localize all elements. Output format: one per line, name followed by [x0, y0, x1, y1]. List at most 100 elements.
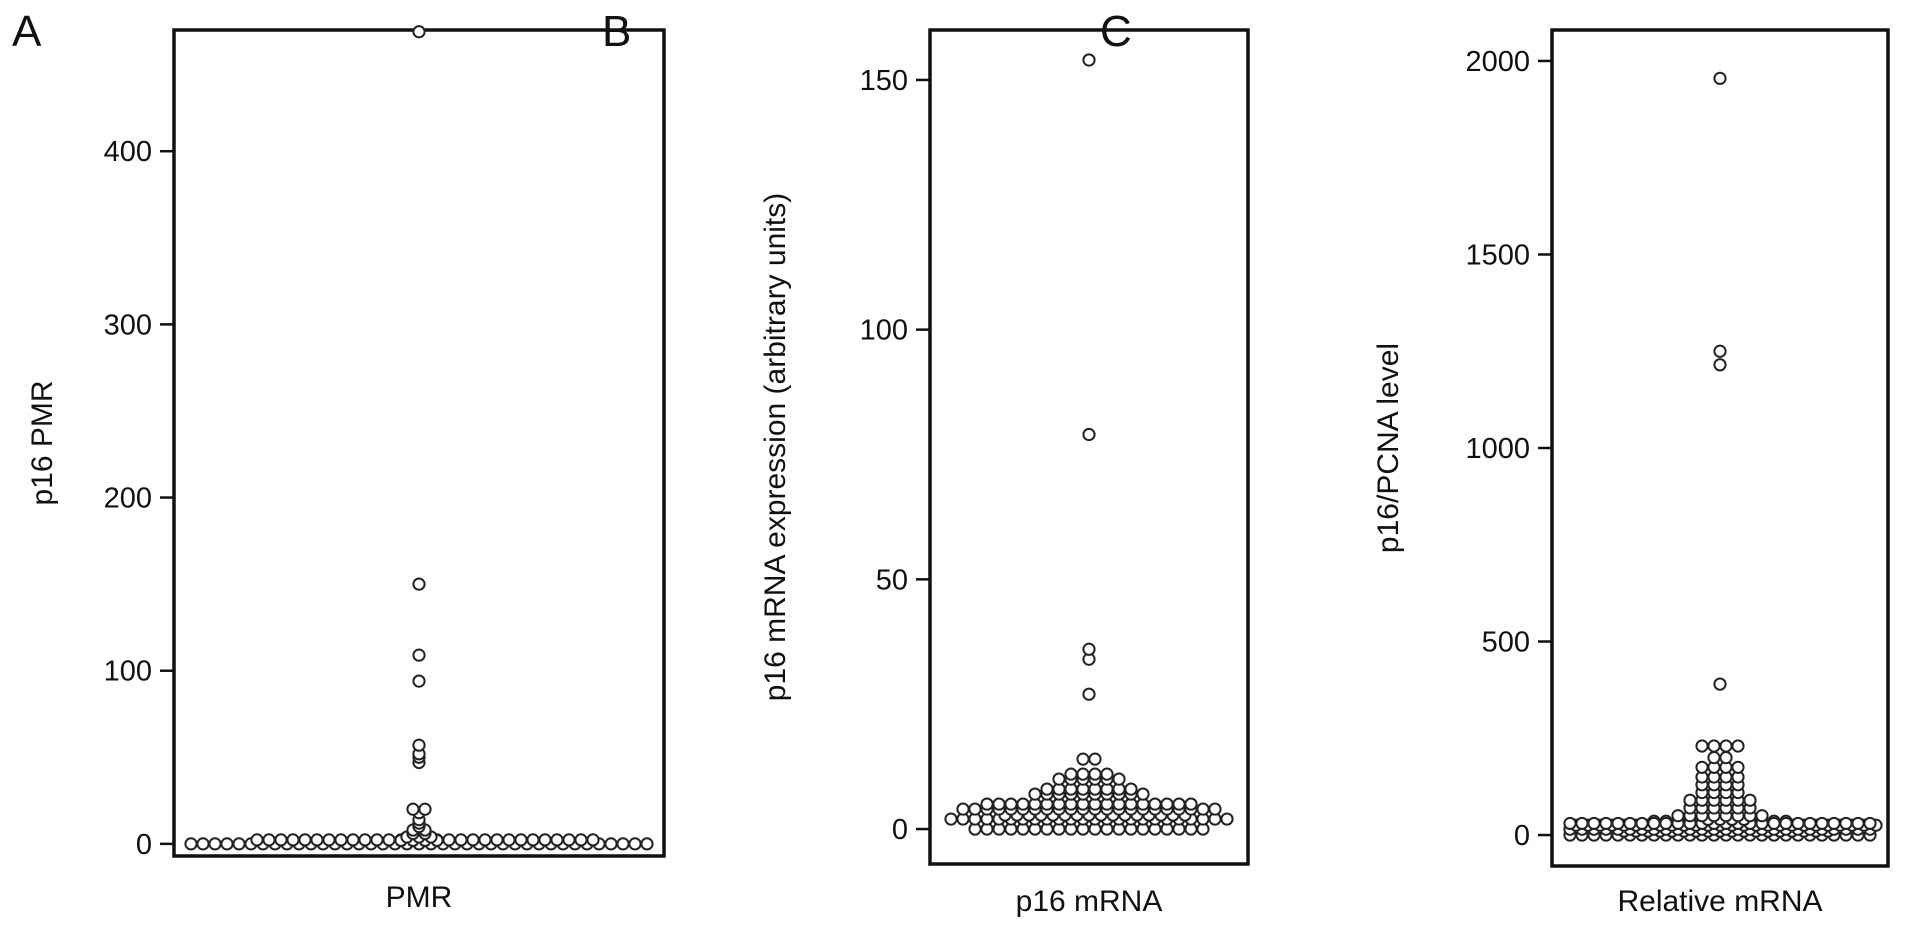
data-point	[262, 833, 276, 847]
data-point	[1713, 344, 1727, 358]
y-tick-label: 50	[876, 564, 908, 596]
data-point	[370, 833, 384, 847]
x-axis-label: PMR	[386, 881, 453, 914]
data-point	[1088, 752, 1102, 766]
plot-frame	[172, 28, 666, 858]
data-point	[1695, 739, 1709, 753]
data-point	[454, 833, 468, 847]
data-point	[232, 837, 246, 851]
data-point	[1707, 751, 1721, 765]
data-point	[956, 802, 970, 816]
data-point	[412, 577, 426, 591]
data-point	[1028, 787, 1042, 801]
data-point	[1124, 782, 1138, 796]
data-point	[1076, 752, 1090, 766]
data-point	[574, 833, 588, 847]
data-point	[1575, 816, 1589, 831]
data-point	[1719, 739, 1733, 753]
data-point	[1064, 767, 1078, 781]
data-point	[220, 837, 234, 851]
y-tick-label: 0	[892, 814, 908, 846]
data-point	[1172, 797, 1186, 811]
data-point	[1707, 739, 1721, 753]
plot-a: 0 100 200 300 400 p16 PMR PMR	[26, 25, 666, 914]
data-point	[1803, 816, 1817, 831]
y-tick-label: 150	[860, 65, 908, 97]
y-tick-label: 200	[104, 483, 152, 515]
data-point	[586, 833, 600, 847]
data-point	[196, 837, 210, 851]
data-point	[1713, 71, 1727, 85]
data-point	[992, 797, 1006, 811]
data-point	[1623, 816, 1637, 831]
data-point	[1082, 53, 1096, 67]
data-point	[1184, 797, 1198, 811]
data-point	[628, 837, 642, 851]
data-point	[562, 833, 576, 847]
data-point	[1695, 760, 1709, 774]
data-point	[502, 833, 516, 847]
data-point	[1208, 802, 1222, 816]
plot-c: 0 500 1000 1500 2000 p16/PCNA level Relative m…	[1372, 28, 1890, 918]
y-axis-label: p16/PCNA level	[1372, 343, 1405, 553]
plot-b: 0 50 100 150 p16 mRNA expression (arbitrary …	[759, 28, 1250, 918]
y-tick-label: 1500	[1465, 239, 1530, 271]
data-point	[526, 833, 540, 847]
data-point	[1088, 767, 1102, 781]
data-point	[1731, 760, 1745, 774]
data-point	[944, 812, 958, 826]
data-point	[1731, 739, 1745, 753]
data-point	[1599, 816, 1613, 831]
y-tick-label: 2000	[1465, 46, 1530, 78]
data-point	[640, 837, 654, 851]
data-point	[1863, 816, 1877, 831]
y-tick-label: 100	[860, 315, 908, 347]
data-point	[1082, 642, 1096, 656]
data-point	[250, 833, 264, 847]
data-point	[1671, 809, 1685, 823]
data-point	[1755, 809, 1769, 823]
data-point	[538, 833, 552, 847]
data-point	[334, 833, 348, 847]
data-point	[1719, 751, 1733, 765]
data-point	[1659, 816, 1673, 831]
data-point	[604, 837, 618, 851]
data-point	[1563, 816, 1577, 831]
data-point	[406, 802, 420, 816]
x-axis-label: p16 mRNA	[1016, 885, 1163, 918]
data-point	[1713, 358, 1727, 372]
data-point	[514, 833, 528, 847]
data-point	[322, 833, 336, 847]
data-point	[1196, 802, 1210, 816]
data-point	[466, 833, 480, 847]
data-point	[412, 648, 426, 662]
data-point	[1743, 793, 1757, 807]
data-point	[1815, 816, 1829, 831]
y-tick-label: 500	[1482, 627, 1530, 659]
data-point	[616, 837, 630, 851]
data-point	[1220, 812, 1234, 826]
y-axis-label: p16 PMR	[26, 380, 59, 505]
data-point	[968, 802, 982, 816]
plot-frame	[928, 28, 1250, 866]
data-point	[1611, 816, 1625, 831]
data-point	[1647, 816, 1661, 831]
data-point	[412, 25, 426, 39]
data-point	[550, 833, 564, 847]
data-point	[1136, 787, 1150, 801]
data-point	[286, 833, 300, 847]
data-point	[412, 738, 426, 752]
data-point	[1040, 782, 1054, 796]
data-point	[1587, 816, 1601, 831]
data-point	[1112, 772, 1126, 786]
y-tick-label: 100	[104, 656, 152, 688]
data-point	[1851, 816, 1865, 831]
data-point	[478, 833, 492, 847]
data-point	[418, 802, 432, 816]
data-point	[1052, 772, 1066, 786]
data-point	[274, 833, 288, 847]
y-tick-label: 400	[104, 136, 152, 168]
data-point	[1160, 797, 1174, 811]
plot-frame	[1550, 28, 1890, 868]
